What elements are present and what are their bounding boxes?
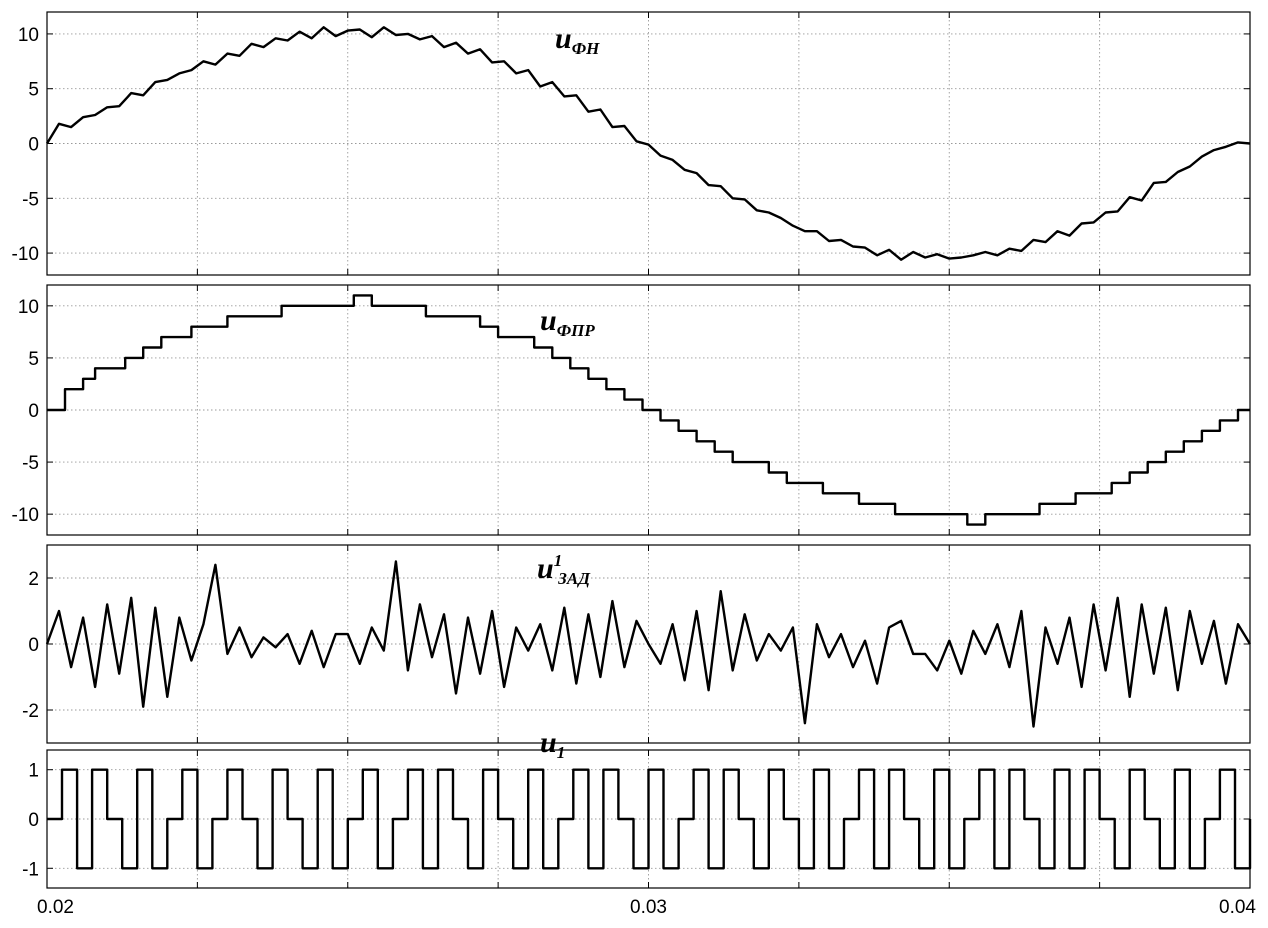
y-tick-label: 10 — [18, 297, 39, 318]
panel-label-base: u — [555, 22, 572, 55]
x-tick-label: 0.04 — [1219, 897, 1256, 918]
panel-u1_ZAD: 2 0 -2 u1 ЗАД — [22, 544, 1252, 744]
panel-label-base: u — [540, 304, 557, 337]
panel-u_FPR: 10 5 0 -5 -10 uФПР — [12, 284, 1251, 536]
panel-label-sub: ФН — [572, 39, 600, 58]
panel-label-sub: 1 — [557, 743, 566, 762]
x-tick-label: 0.02 — [37, 897, 74, 918]
y-tick-label: -10 — [12, 244, 39, 265]
y-tick-label: -5 — [22, 189, 39, 210]
series-line-u_FPR — [47, 294, 1250, 526]
series-line-u_FN — [45, 26, 1251, 261]
series-line-u1_ZAD — [45, 560, 1252, 728]
x-tick-label: 0.03 — [630, 897, 667, 918]
series-line-u1 — [47, 768, 1252, 870]
y-tick-label: -10 — [12, 505, 39, 526]
panel-label-base: u — [540, 726, 557, 759]
y-tick-label: -1 — [22, 859, 39, 880]
panel-label-sub: ЗАД — [557, 569, 591, 588]
y-tick-label: 0 — [28, 635, 39, 656]
panel-label: u1 ЗАД — [537, 551, 591, 588]
panel-label-sup: 1 — [554, 551, 563, 570]
y-tick-label: 10 — [18, 25, 39, 46]
panel-label-sub: ФПР — [557, 321, 596, 340]
panel-label: uФПР — [540, 304, 595, 340]
panel-label: u1 — [540, 726, 565, 762]
y-tick-label: 2 — [28, 569, 39, 590]
y-tick-label: 0 — [28, 810, 39, 831]
y-tick-label: 5 — [28, 349, 39, 370]
panel-label-base: u — [537, 552, 554, 585]
y-tick-label: 0 — [28, 135, 39, 156]
y-tick-label: -5 — [22, 453, 39, 474]
y-tick-label: -2 — [22, 701, 39, 722]
panel-label: uФН — [555, 22, 600, 58]
y-tick-label: 0 — [28, 401, 39, 422]
panel-u_FN: 10 5 0 -5 -10 uФН — [12, 11, 1251, 276]
y-tick-label: 1 — [28, 761, 39, 782]
y-tick-label: 5 — [28, 80, 39, 101]
